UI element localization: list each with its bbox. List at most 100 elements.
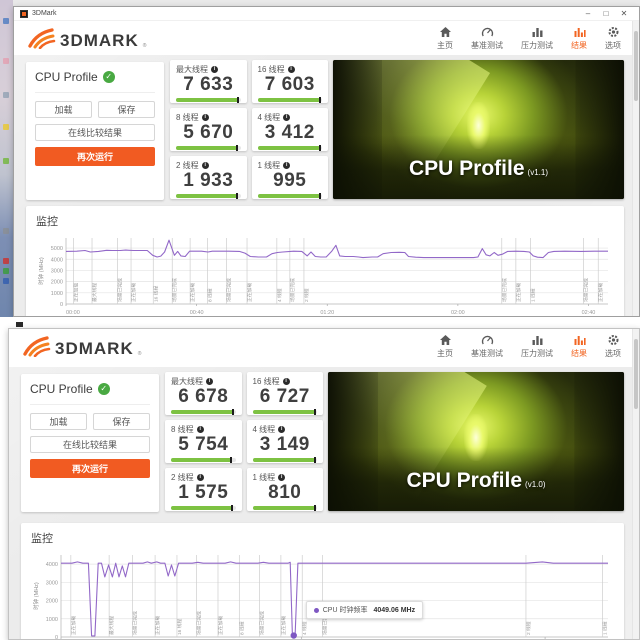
- score-value: 1 933: [183, 170, 234, 191]
- svg-text:正在加载: 正在加载: [70, 616, 77, 635]
- save-button[interactable]: 保存: [93, 413, 150, 430]
- run-again-button[interactable]: 再次运行: [30, 459, 150, 478]
- cpu-clock-chart: 0 1000 2000 3000 4000 5000 时钟 (MHz) 正在加载 最大线程 场景已…: [36, 232, 614, 316]
- app-header: 3DMARK ® 主页 基准测试 压力测试: [14, 21, 639, 55]
- desktop-icon: [3, 18, 9, 24]
- score-bar: [176, 192, 241, 199]
- nav-stress-test[interactable]: 压力测试: [521, 334, 553, 359]
- info-icon[interactable]: i: [283, 162, 291, 169]
- info-icon[interactable]: i: [283, 114, 291, 121]
- score-value: 6 727: [259, 386, 310, 407]
- valid-check-icon: ✓: [97, 383, 110, 395]
- desktop-icon: [3, 58, 9, 64]
- score-grid: 最大线程 i 7 633 16 线程 i 7 603 8 线程 i 5 670: [170, 60, 328, 199]
- gear-icon: [608, 334, 618, 345]
- desktop-edge-strip: [0, 0, 13, 317]
- screenshot-top: 3DMark – □ ✕ 3DMARK ®: [0, 0, 640, 317]
- score-value: 7 603: [264, 74, 315, 95]
- valid-check-icon: ✓: [102, 71, 115, 83]
- 3dmark-swoosh-icon: [23, 336, 51, 357]
- nav-stress-test[interactable]: 压力测试: [521, 26, 553, 51]
- svg-text:00:40: 00:40: [190, 310, 204, 316]
- banner-caption: CPU Profile (v1.1): [409, 156, 548, 180]
- svg-text:正在加载: 正在加载: [246, 283, 253, 302]
- info-icon[interactable]: i: [196, 426, 204, 433]
- 3dmark-logo: 3DMARK ®: [23, 335, 141, 357]
- info-icon[interactable]: i: [196, 474, 204, 481]
- desktop-icon: [3, 124, 9, 130]
- desktop-icon: [3, 92, 9, 98]
- save-button[interactable]: 保存: [98, 101, 155, 118]
- info-icon[interactable]: i: [278, 474, 286, 481]
- score-value: 7 633: [183, 74, 234, 95]
- svg-text:1 线程: 1 线程: [529, 288, 536, 302]
- svg-text:4 线程: 4 线程: [276, 288, 283, 302]
- score-card-16-threads: 16 线程 i 7 603: [251, 60, 328, 103]
- info-icon[interactable]: i: [282, 378, 290, 385]
- svg-text:1 线程: 1 线程: [602, 621, 609, 635]
- svg-text:0: 0: [55, 635, 58, 639]
- score-value: 1 575: [178, 482, 229, 503]
- close-button[interactable]: ✕: [620, 8, 628, 18]
- score-card-1-thread: 1 线程 i 810: [246, 468, 323, 511]
- info-icon[interactable]: i: [201, 162, 209, 169]
- svg-text:最大线程: 最大线程: [91, 283, 98, 302]
- svg-text:4000: 4000: [46, 562, 58, 568]
- score-value: 3 412: [264, 122, 315, 143]
- svg-text:场景已完成: 场景已完成: [116, 278, 123, 302]
- desktop-icon: [3, 258, 9, 264]
- nav-options[interactable]: 选项: [605, 26, 621, 51]
- info-icon[interactable]: i: [201, 114, 209, 121]
- svg-text:场景已完成: 场景已完成: [583, 278, 590, 302]
- compare-online-button[interactable]: 在线比较结果: [35, 124, 155, 141]
- window-scrollbar[interactable]: [632, 329, 639, 639]
- nav-benchmark[interactable]: 基准测试: [471, 334, 503, 359]
- info-icon[interactable]: i: [211, 66, 218, 73]
- score-value: 5 754: [178, 434, 229, 455]
- score-card-4-threads: 4 线程 i 3 149: [246, 420, 323, 463]
- svg-text:场景已完成: 场景已完成: [225, 278, 232, 302]
- window-titlebar[interactable]: 3DMark – □ ✕: [14, 7, 639, 21]
- nav-options[interactable]: 选项: [605, 334, 621, 359]
- load-button[interactable]: 加载: [35, 101, 92, 118]
- logo-text: 3DMARK: [55, 339, 134, 358]
- cpu-profile-banner-image: CPU Profile (v1.0): [328, 372, 624, 511]
- app-icon: [20, 9, 28, 18]
- nav-home[interactable]: 主页: [437, 334, 453, 359]
- score-value: 810: [268, 482, 302, 503]
- score-bar: [257, 144, 322, 151]
- scrollbar-thumb[interactable]: [634, 339, 638, 409]
- desktop-icon: [3, 268, 9, 274]
- svg-text:4 线程: 4 线程: [301, 621, 308, 635]
- window-scrollbar[interactable]: [632, 21, 639, 316]
- score-value: 995: [273, 170, 307, 191]
- svg-text:3000: 3000: [46, 580, 58, 586]
- nav-results[interactable]: 结果: [571, 334, 587, 359]
- svg-text:0: 0: [60, 302, 63, 308]
- svg-text:5000: 5000: [51, 246, 63, 252]
- results-page: CPU Profile ✓ 加载 保存 在线比较结果 再次运行 最大线程 i 6 …: [9, 367, 632, 639]
- run-again-button[interactable]: 再次运行: [35, 147, 155, 166]
- nav-results[interactable]: 结果: [571, 26, 587, 51]
- compare-online-button[interactable]: 在线比较结果: [30, 436, 150, 453]
- info-icon[interactable]: i: [287, 66, 295, 73]
- minimize-button[interactable]: –: [585, 8, 591, 18]
- 3dmark-window-2: 3DMARK ® 主页 基准测试 压力测试: [8, 328, 640, 640]
- nav-benchmark[interactable]: 基准测试: [471, 26, 503, 51]
- load-button[interactable]: 加载: [30, 413, 87, 430]
- info-icon[interactable]: i: [206, 378, 213, 385]
- logo-registered-mark: ®: [142, 43, 147, 49]
- main-nav: 主页 基准测试 压力测试 结果: [437, 334, 621, 359]
- scrollbar-thumb[interactable]: [634, 31, 638, 101]
- info-icon[interactable]: i: [278, 426, 286, 433]
- maximize-button[interactable]: □: [603, 8, 609, 18]
- svg-text:正在加载: 正在加载: [515, 283, 522, 302]
- nav-home[interactable]: 主页: [437, 26, 453, 51]
- bar-chart-icon: [532, 335, 542, 345]
- svg-text:时钟 (MHz): 时钟 (MHz): [32, 582, 40, 610]
- svg-text:00:00: 00:00: [66, 310, 80, 316]
- svg-text:正在加载: 正在加载: [597, 283, 604, 302]
- gauge-icon: [481, 335, 493, 344]
- score-bar: [252, 456, 317, 463]
- score-card-max-threads: 最大线程 i 7 633: [170, 60, 247, 103]
